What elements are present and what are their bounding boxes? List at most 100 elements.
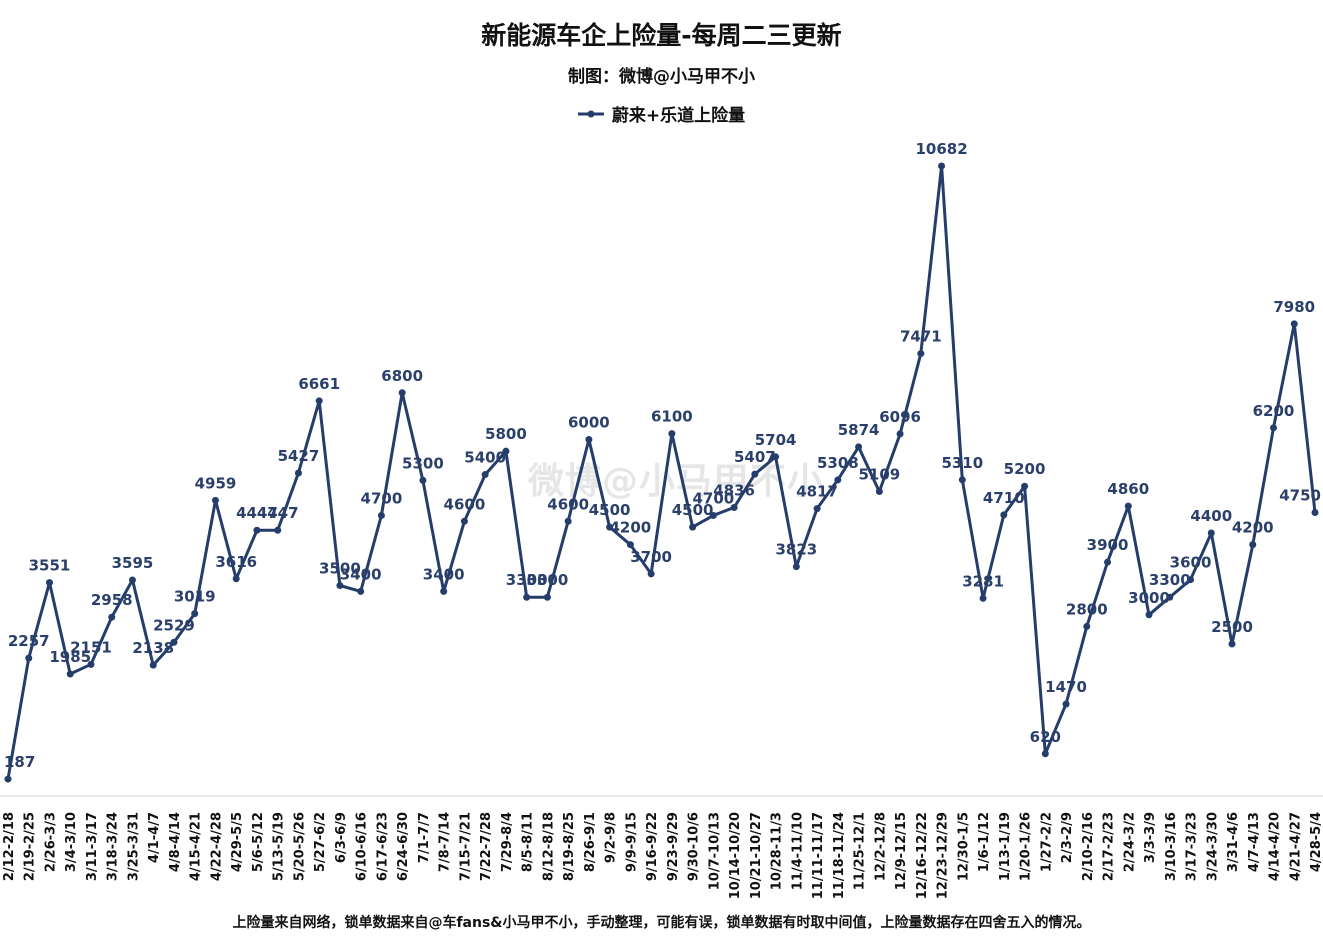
x-tick-label: 3/4-3/10: [64, 812, 79, 872]
data-point: [128, 576, 136, 584]
data-point: [875, 488, 883, 496]
data-point: [523, 593, 531, 601]
x-tick-label: 12/9-12/15: [894, 812, 909, 890]
x-tick-label: 7/22-7/28: [479, 812, 494, 881]
x-tick-label: 6/10-6/16: [355, 812, 370, 881]
data-point: [232, 575, 240, 583]
x-tick-label: 4/8-4/14: [168, 812, 183, 872]
data-point: [66, 670, 74, 678]
x-tick-label: 5/20-5/26: [292, 812, 307, 881]
x-tick-label: 7/8-7/14: [438, 812, 453, 872]
data-label: 4959: [195, 474, 237, 492]
chart-title: 新能源车企上险量-每周二三更新: [481, 21, 842, 50]
data-point: [149, 661, 157, 669]
data-point: [1311, 509, 1319, 517]
data-label: 5874: [838, 421, 880, 439]
data-point: [336, 582, 344, 590]
data-point: [792, 563, 800, 571]
data-point: [917, 350, 925, 358]
x-tick-label: 6/17-6/23: [375, 812, 390, 881]
x-tick-label: 1/13-1/19: [998, 812, 1013, 881]
data-point: [1124, 502, 1132, 510]
x-tick-label: 2/17-2/23: [1102, 812, 1117, 881]
x-tick-label: 3/31-4/6: [1226, 812, 1241, 872]
x-tick-label: 9/9-9/15: [624, 812, 639, 872]
x-tick-label: 1/27-2/2: [1039, 812, 1054, 872]
data-label: 6661: [298, 375, 340, 393]
data-point: [253, 526, 261, 534]
data-label: 5300: [402, 454, 444, 472]
data-point: [191, 610, 199, 618]
data-point: [315, 397, 323, 405]
x-tick-label: 1/20-1/26: [1019, 812, 1034, 881]
data-point: [1290, 320, 1298, 328]
data-label: 4836: [713, 482, 755, 500]
data-point: [419, 476, 427, 484]
data-point: [1021, 482, 1029, 490]
data-point: [108, 613, 116, 621]
data-label: 5310: [941, 454, 983, 472]
x-tick-label: 8/26-9/1: [583, 812, 598, 872]
data-point: [1145, 611, 1153, 619]
data-point: [211, 496, 219, 504]
data-point: [543, 593, 551, 601]
data-point: [1228, 640, 1236, 648]
x-tick-label: 11/11-11/17: [811, 812, 826, 899]
data-label: 3551: [29, 557, 71, 575]
data-point: [1187, 576, 1195, 584]
x-tick-label: 3/11-3/17: [85, 812, 100, 881]
data-point: [647, 570, 655, 578]
data-label: 5400: [464, 449, 506, 467]
data-point: [1270, 424, 1278, 432]
data-point: [1249, 541, 1257, 549]
x-tick-label: 3/25-3/31: [126, 812, 141, 881]
data-point: [896, 430, 904, 438]
data-label: 5200: [1004, 460, 1046, 478]
data-label: 1470: [1045, 678, 1087, 696]
data-label: 3900: [1087, 536, 1129, 554]
data-point: [4, 775, 12, 783]
x-tick-label: 3/24-3/30: [1205, 812, 1220, 881]
data-point: [440, 587, 448, 595]
data-label: 4200: [1232, 519, 1274, 537]
x-tick-label: 10/14-10/20: [728, 812, 743, 899]
data-label: 6200: [1253, 402, 1295, 420]
x-tick-label: 12/2-12/8: [873, 812, 888, 881]
data-label: 3616: [215, 553, 257, 571]
data-point: [585, 436, 593, 444]
data-point: [45, 579, 53, 587]
data-label: 6096: [879, 408, 921, 426]
x-tick-label: 7/1-7/7: [417, 812, 432, 863]
data-label: 3000: [1128, 589, 1170, 607]
x-tick-label: 3/10-3/16: [1164, 812, 1179, 881]
data-point: [87, 660, 95, 668]
data-point: [1062, 700, 1070, 708]
data-point: [1207, 529, 1215, 537]
data-label: 4700: [692, 489, 734, 507]
x-tick-label: 9/16-9/22: [645, 812, 660, 881]
data-point: [938, 162, 946, 170]
data-label: 5427: [278, 447, 320, 465]
data-label: 5800: [485, 425, 527, 443]
data-point: [958, 476, 966, 484]
x-tick-label: 4/22-4/28: [209, 812, 224, 881]
x-tick-label: 11/4-11/10: [790, 812, 805, 890]
chart-subtitle: 制图：微博@小马甲不小: [568, 67, 755, 87]
data-point: [606, 523, 614, 531]
data-label: 620: [1030, 728, 1061, 746]
data-label: 3400: [423, 565, 465, 583]
data-label: 6000: [568, 414, 610, 432]
legend: 蔚来+乐道上险量: [0, 101, 1323, 126]
data-label: 4600: [547, 495, 589, 513]
data-point: [855, 443, 863, 451]
data-point: [772, 453, 780, 461]
data-label: 2800: [1066, 600, 1108, 618]
x-tick-label: 4/21-4/27: [1288, 812, 1303, 881]
data-label: 3700: [630, 548, 672, 566]
data-point: [460, 517, 468, 525]
data-point: [1000, 511, 1008, 519]
data-label: 5109: [858, 466, 900, 484]
x-tick-label: 9/30-10/6: [687, 812, 702, 881]
x-tick-label: 4/28-5/4: [1309, 812, 1323, 872]
